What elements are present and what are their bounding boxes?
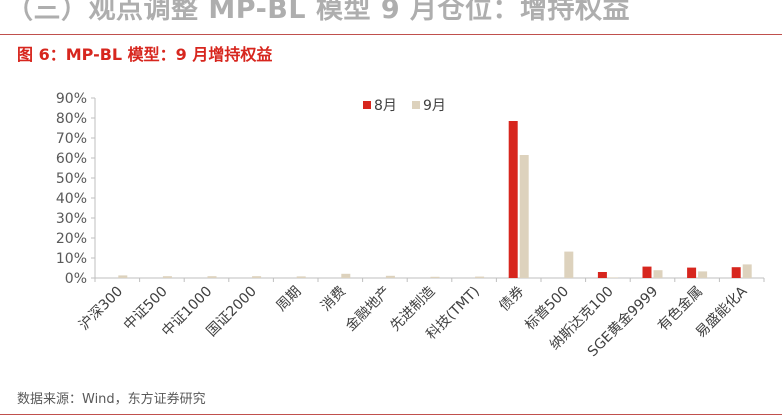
chart-bars	[118, 121, 752, 278]
bar-sep	[252, 276, 262, 278]
y-tick-label: 10%	[56, 251, 87, 267]
x-tick-label: 债券	[496, 284, 527, 315]
bar-aug	[508, 121, 518, 278]
bar-sep	[475, 276, 485, 278]
bar-sep	[296, 276, 306, 278]
x-tick-label: 沪深300	[76, 284, 126, 334]
y-tick-label: 0%	[65, 271, 87, 287]
x-tick-label: 消费	[318, 284, 349, 315]
y-tick-label: 30%	[56, 211, 87, 227]
chart-axes: 0% 10% 20% 30% 40% 50% 60% 70% 80% 90%	[56, 91, 765, 287]
bar-aug	[597, 272, 607, 278]
bar-sep	[385, 275, 395, 278]
legend-label: 9月	[423, 98, 446, 114]
y-tick-label: 70%	[56, 131, 87, 147]
bar-sep	[698, 271, 708, 278]
chart-legend: 8月 9月	[363, 98, 446, 114]
bar-sep	[608, 277, 618, 278]
bar-sep	[430, 276, 440, 278]
x-tick-label: 金融地产	[343, 284, 394, 335]
bar-sep	[653, 270, 663, 278]
data-source: 数据来源：Wind，东方证券研究	[17, 392, 206, 407]
y-tick-label: 60%	[56, 151, 87, 167]
bar-sep	[341, 273, 351, 278]
y-tick-label: 50%	[56, 171, 87, 187]
bar-aug	[731, 267, 741, 278]
legend-swatch	[412, 101, 420, 109]
bar-sep	[118, 275, 128, 278]
bar-sep	[162, 276, 172, 278]
y-tick-label: 40%	[56, 191, 87, 207]
bar-sep	[207, 276, 217, 278]
y-tick-label: 80%	[56, 111, 87, 127]
bottom-divider	[0, 414, 782, 415]
bar-aug	[642, 266, 652, 278]
y-tick-label: 20%	[56, 231, 87, 247]
bar-sep	[742, 264, 752, 278]
top-divider	[0, 34, 782, 35]
bar-aug	[687, 267, 697, 278]
y-tick-label: 90%	[56, 91, 87, 107]
bar-sep	[564, 251, 574, 278]
bar-sep	[519, 155, 529, 278]
legend-swatch	[363, 101, 371, 109]
section-title: （三）观点调整 MP-BL 模型 9 月仓位：增持权益	[6, 0, 631, 25]
legend-label: 8月	[374, 98, 397, 114]
figure-title: 图 6：MP-BL 模型：9 月增持权益	[17, 45, 273, 64]
x-tick-label: 周期	[273, 284, 304, 315]
bar-chart: 0% 10% 20% 30% 40% 50% 60% 70% 80% 90% 沪深300中证500…	[56, 91, 765, 360]
